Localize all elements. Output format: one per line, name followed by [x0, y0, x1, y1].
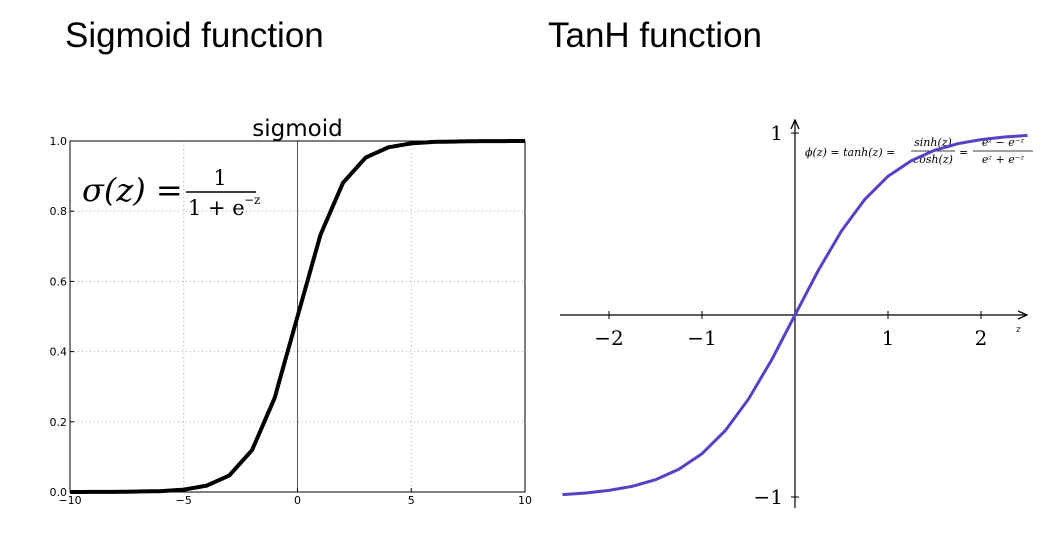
tanh-x-axis-label: z — [1015, 325, 1021, 335]
sigmoid-y-tick-label: 1.0 — [50, 135, 68, 148]
sigmoid-y-tick-label: 0.4 — [50, 346, 68, 359]
tanh-chart: −2 −1 1 2 1 −1 z ϕ(z) = tanh(z) = sinh(z) cos… — [560, 100, 1033, 509]
tanh-formula: ϕ(z) = tanh(z) = sinh(z) cosh(z) = eᶻ − … — [805, 136, 1033, 166]
tanh-y-tick-label: −1 — [754, 485, 783, 509]
tanh-ticks: −2 −1 1 2 1 −1 — [594, 121, 987, 509]
tanh-heading: TanH function — [548, 16, 763, 55]
sigmoid-y-tick-label: 0.0 — [50, 486, 68, 499]
tanh-curve — [562, 133, 1028, 497]
tanh-formula-frac2-den: eᶻ + e⁻ᶻ — [982, 153, 1025, 166]
tanh-x-tick-label: −1 — [687, 326, 716, 350]
tanh-formula-frac1-den: cosh(z) — [913, 153, 953, 166]
sigmoid-chart: −10 −5 0 5 10 0.0 0.2 0.4 0.6 0.8 1.0 sigmoid σ(z)… — [50, 116, 533, 507]
tanh-formula-eq: = — [959, 146, 968, 159]
tanh-x-tick-label: 1 — [882, 326, 895, 350]
tanh-x-tick-label: −2 — [594, 326, 623, 350]
sigmoid-y-tick-label: 0.2 — [50, 416, 68, 429]
tanh-formula-frac1-num: sinh(z) — [914, 136, 952, 149]
sigmoid-formula-numerator: 1 — [213, 166, 226, 190]
sigmoid-x-tick-label: −10 — [58, 494, 81, 507]
sigmoid-ticks: −10 −5 0 5 10 0.0 0.2 0.4 0.6 0.8 1.0 — [50, 135, 533, 507]
tanh-y-tick-label: 1 — [770, 121, 783, 145]
sigmoid-formula-exponent: −z — [244, 193, 260, 207]
sigmoid-x-tick-label: −5 — [176, 494, 192, 507]
sigmoid-x-tick-label: 10 — [518, 494, 532, 507]
sigmoid-x-tick-label: 5 — [408, 494, 415, 507]
sigmoid-heading: Sigmoid function — [65, 16, 324, 55]
sigmoid-y-tick-label: 0.8 — [50, 205, 68, 218]
sigmoid-formula-denominator: 1 + e — [188, 196, 245, 220]
sigmoid-curve — [70, 139, 525, 494]
tanh-x-tick-label: 2 — [975, 326, 988, 350]
sigmoid-y-tick-label: 0.6 — [50, 275, 68, 288]
sigmoid-formula-lhs: σ(z) = — [82, 171, 183, 209]
sigmoid-x-tick-label: 0 — [294, 494, 301, 507]
tanh-formula-lhs: ϕ(z) = tanh(z) = — [805, 146, 895, 159]
sigmoid-formula: σ(z) = 1 1 + e −z — [82, 166, 260, 220]
sigmoid-title: sigmoid — [252, 116, 342, 142]
